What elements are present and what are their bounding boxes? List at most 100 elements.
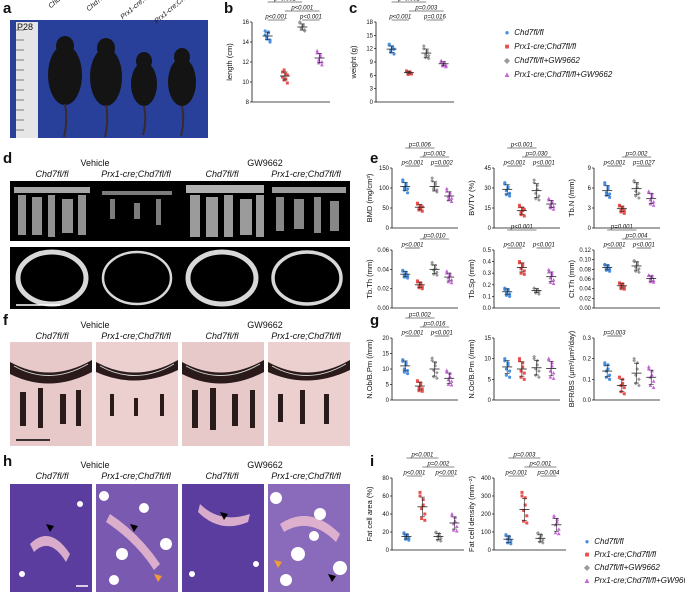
y-tick-label: 15 xyxy=(366,33,373,39)
data-point xyxy=(537,369,541,373)
data-point xyxy=(521,206,525,210)
data-point xyxy=(604,375,609,379)
y-tick-label: 20 xyxy=(382,530,389,536)
p-value-label: p<0.001 xyxy=(528,462,551,468)
y-tick-label: 50 xyxy=(382,206,389,212)
data-point xyxy=(419,282,423,286)
data-point xyxy=(508,294,512,298)
data-point xyxy=(263,29,267,33)
data-point xyxy=(504,193,508,197)
data-point xyxy=(525,514,529,518)
y-tick-label: 0 xyxy=(386,548,390,554)
data-point xyxy=(522,371,526,375)
y-tick-label: 100 xyxy=(481,530,492,536)
data-point xyxy=(603,363,607,367)
header-h-ctrl2: Chd7fl/fl xyxy=(205,471,239,481)
p-value-label: p=0.006 xyxy=(408,143,432,149)
triangle-icon: ▲ xyxy=(583,576,591,585)
data-point xyxy=(406,274,410,278)
data-point xyxy=(622,392,626,396)
p-value-label: p<0.001 xyxy=(632,243,655,249)
data-point xyxy=(532,180,537,185)
data-point xyxy=(406,187,410,191)
y-axis-label: BV/TV (%) xyxy=(467,180,476,216)
data-point xyxy=(420,287,424,291)
y-tick-label: 15 xyxy=(484,206,491,212)
y-tick-label: 45 xyxy=(484,166,491,172)
p-value-label: p<0.001 xyxy=(401,331,424,337)
data-point xyxy=(646,273,651,278)
data-point xyxy=(622,211,626,215)
data-point xyxy=(646,367,651,371)
data-point xyxy=(506,363,510,367)
data-point xyxy=(423,512,427,516)
y-axis-label: Fat cell density (mm⁻²) xyxy=(467,475,476,552)
data-point xyxy=(509,539,513,543)
header-f-ctrl2: Chd7fl/fl xyxy=(205,331,239,341)
y-tick-label: 0.00 xyxy=(377,306,389,312)
data-point xyxy=(621,381,625,385)
legend-label: Chd7fl/fl+GW9662 xyxy=(594,563,660,572)
data-point xyxy=(402,370,406,374)
y-tick-label: 15 xyxy=(382,352,389,358)
data-point xyxy=(551,376,556,380)
y-axis-label: N.Ob/B.Pm (/mm) xyxy=(365,339,374,399)
data-point xyxy=(533,191,538,196)
triangle-icon: ▲ xyxy=(503,70,511,79)
data-point xyxy=(433,263,438,268)
data-point xyxy=(608,267,612,271)
data-point xyxy=(522,207,526,211)
data-point xyxy=(522,214,526,218)
y-tick-label: 100 xyxy=(379,186,390,192)
y-tick-label: 0.02 xyxy=(579,296,591,302)
y-tick-label: 0 xyxy=(488,398,492,404)
data-point xyxy=(619,208,623,212)
legend-item-ctrl-gw: ◆ Chd7fl/fl+GW9662 xyxy=(582,563,660,572)
data-point xyxy=(619,284,623,288)
data-point xyxy=(632,180,637,184)
data-point xyxy=(417,284,421,288)
data-point xyxy=(525,521,529,525)
y-axis-label: N.Oc/B.Pm (/mm) xyxy=(467,339,476,399)
data-point xyxy=(506,541,510,545)
p-value-label: p<0.001 xyxy=(503,243,526,249)
data-point xyxy=(406,368,410,373)
histology-images xyxy=(10,342,350,446)
data-point xyxy=(435,370,439,375)
header-d-vehicle: Vehicle xyxy=(80,158,110,168)
data-point xyxy=(608,377,612,381)
y-tick-label: 0.0 xyxy=(583,398,592,404)
data-point xyxy=(435,270,439,275)
data-point xyxy=(430,178,435,183)
p-value-label: p<0.001 xyxy=(402,471,425,477)
y-tick-label: 40 xyxy=(382,512,389,518)
y-tick-label: 10 xyxy=(382,367,389,373)
p-value-label: p<0.001 xyxy=(430,331,453,337)
data-point xyxy=(637,266,641,271)
data-point xyxy=(546,357,551,362)
data-point xyxy=(508,375,512,379)
data-point xyxy=(392,52,396,56)
data-point xyxy=(517,359,521,363)
data-point xyxy=(284,77,288,81)
y-tick-label: 150 xyxy=(379,166,390,172)
circle-icon: ● xyxy=(504,28,510,37)
y-axis-label: BFR/BS (μm³/μm²/day) xyxy=(567,330,576,407)
p-value-label: p<0.001 xyxy=(410,453,433,459)
p-value-label: p<0.001 xyxy=(299,15,322,21)
data-point xyxy=(285,81,289,85)
y-axis-label: BMD (mg/cm³) xyxy=(365,173,374,222)
data-point xyxy=(537,198,541,202)
data-point xyxy=(646,364,651,369)
data-point xyxy=(637,377,641,382)
square-icon: ■ xyxy=(504,42,510,51)
data-point xyxy=(415,279,419,283)
data-point xyxy=(551,281,556,286)
panel-letter-h: h xyxy=(3,453,13,470)
data-point xyxy=(546,267,551,272)
p-value-label: p=0.030 xyxy=(525,152,549,158)
header-f-vehicle: Vehicle xyxy=(80,320,110,330)
data-point xyxy=(519,369,523,373)
header-d-gw: GW9662 xyxy=(247,158,283,168)
data-point xyxy=(430,358,435,363)
